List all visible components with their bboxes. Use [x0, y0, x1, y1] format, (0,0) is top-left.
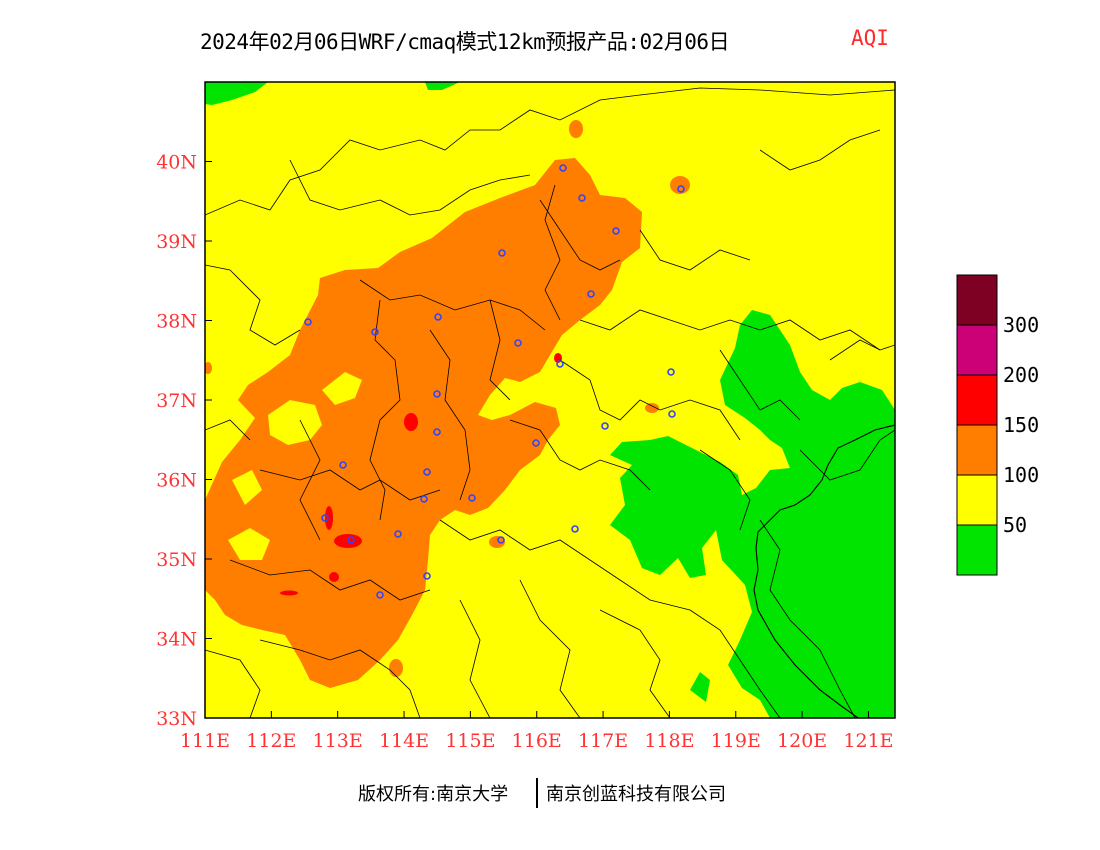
- aqi-hole-3: [228, 528, 270, 560]
- aqi-patch-orange-4: [489, 536, 505, 548]
- legend-swatch: [956, 324, 998, 376]
- x-tick-label: 117E: [578, 730, 628, 752]
- y-tick-label: 38N: [156, 311, 197, 333]
- aqi-patch-orange-3: [645, 403, 659, 413]
- x-tick-label: 119E: [711, 730, 761, 752]
- footer-separator: [536, 778, 538, 808]
- legend-label: 150: [1003, 413, 1039, 437]
- map-area: [205, 82, 895, 718]
- aqi-zone-green-north: [205, 82, 268, 105]
- aqi-spot-red-4: [329, 572, 339, 582]
- aqi-zone-green-east-2: [690, 672, 710, 702]
- legend-swatch: [956, 424, 998, 476]
- aqi-hole-2: [322, 372, 362, 405]
- aqi-hole-1: [268, 400, 322, 445]
- x-tick-label: 116E: [512, 730, 562, 752]
- legend-label: 300: [1003, 313, 1039, 337]
- x-tick-label: 115E: [445, 730, 495, 752]
- aqi-patch-orange-5: [389, 659, 403, 677]
- y-tick-label: 33N: [156, 708, 197, 730]
- aqi-hole-4: [232, 470, 262, 505]
- y-tick-label: 35N: [156, 549, 197, 571]
- x-tick-label: 112E: [246, 730, 296, 752]
- aqi-zone-green-east: [610, 310, 895, 718]
- x-tick-label: 111E: [180, 730, 230, 752]
- y-tick-label: 39N: [156, 231, 197, 253]
- legend-label: 50: [1003, 513, 1027, 537]
- legend-swatch: [956, 474, 998, 526]
- aqi-zone-orange: [205, 158, 642, 688]
- x-tick-label: 121E: [843, 730, 893, 752]
- y-tick-label: 40N: [156, 152, 197, 174]
- company-text: 南京创蓝科技有限公司: [546, 784, 726, 805]
- legend-swatch: [956, 274, 998, 326]
- y-axis: 33N 34N 35N 36N 37N 38N 39N 40N: [156, 152, 212, 730]
- x-tick-label: 118E: [644, 730, 694, 752]
- aqi-spot-red-2: [325, 506, 333, 530]
- y-tick-label: 36N: [156, 470, 197, 492]
- y-tick-label: 34N: [156, 629, 197, 651]
- x-axis: 111E 112E 113E 114E 115E 116E 117E 118E 119E 120E…: [180, 711, 894, 752]
- legend-swatch: [956, 374, 998, 426]
- legend-label: 100: [1003, 463, 1039, 487]
- y-tick-label: 37N: [156, 390, 197, 412]
- city-markers: [304, 164, 685, 599]
- x-tick-label: 114E: [379, 730, 429, 752]
- legend-label: 200: [1003, 363, 1039, 387]
- aqi-patch-orange-1: [569, 120, 583, 138]
- map-title: 2024年02月06日WRF/cmaq模式12km预报产品:02月06日: [200, 30, 730, 54]
- aqi-patch-orange-6: [205, 362, 212, 374]
- legend-swatch: [956, 524, 998, 576]
- aqi-legend: 50 100 150 200 300: [956, 274, 1039, 576]
- title-bar: 2024年02月06日WRF/cmaq模式12km预报产品:02月06日 AQI: [0, 24, 1100, 60]
- x-tick-label: 120E: [777, 730, 827, 752]
- copyright-text: 版权所有:南京大学: [358, 784, 509, 805]
- boundary-lines: [205, 87, 895, 718]
- aqi-patch-orange-2: [670, 176, 690, 194]
- aqi-spot-red-1: [404, 413, 418, 431]
- x-tick-label: 113E: [313, 730, 363, 752]
- footer: 版权所有:南京大学 南京创蓝科技有限公司: [0, 778, 1100, 808]
- coastline: [753, 424, 895, 718]
- aqi-zone-green-north-2: [425, 82, 460, 90]
- variable-label: AQI: [851, 26, 889, 50]
- aqi-spot-red-5: [280, 590, 298, 596]
